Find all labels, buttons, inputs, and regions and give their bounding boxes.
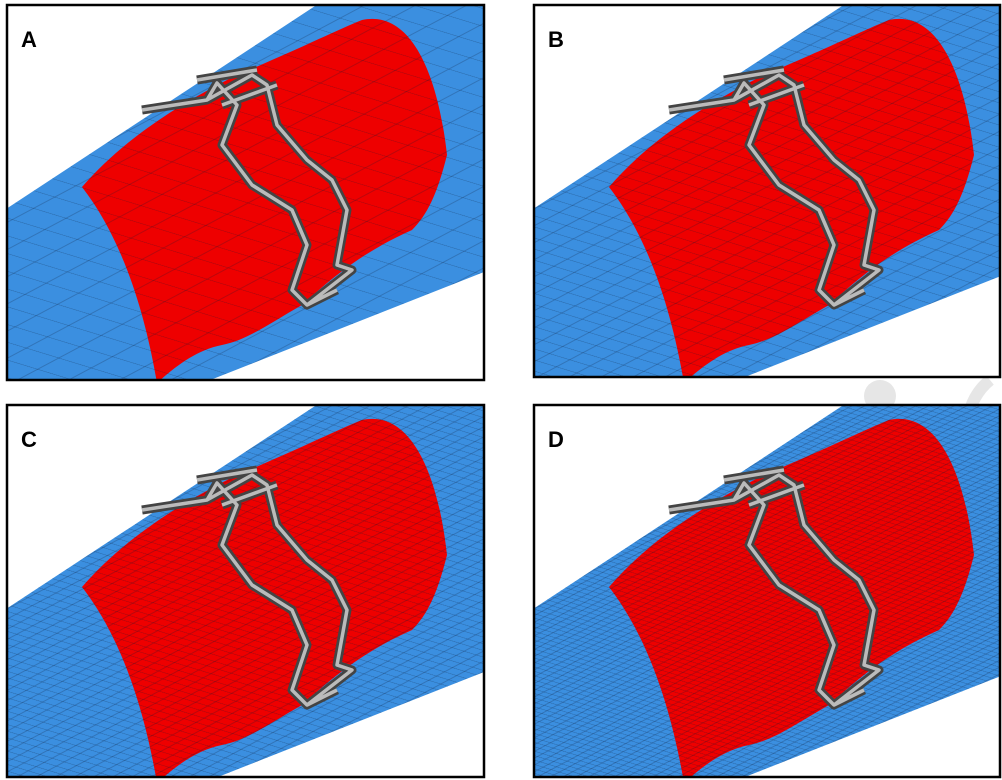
stent-highlight [668,468,881,707]
panel-content [7,5,484,380]
panel-content [534,5,1000,377]
stent-highlight [668,68,881,307]
panel-border [532,403,1002,779]
panel-border [5,3,486,382]
panel-label: C [21,427,37,452]
panel-content [534,405,1000,777]
panel-label: B [548,27,564,52]
stent-highlight [141,468,354,707]
panel: C [5,403,486,779]
panel: D [532,403,1002,779]
panel-border [5,403,486,779]
stent-highlight [141,68,354,307]
panel: B [532,3,1002,379]
red-mesh [82,18,447,380]
panel-label: D [548,427,564,452]
panel-border [532,3,1002,379]
panel-content [7,405,484,777]
panel: A [5,3,486,382]
panel-label: A [21,27,37,52]
